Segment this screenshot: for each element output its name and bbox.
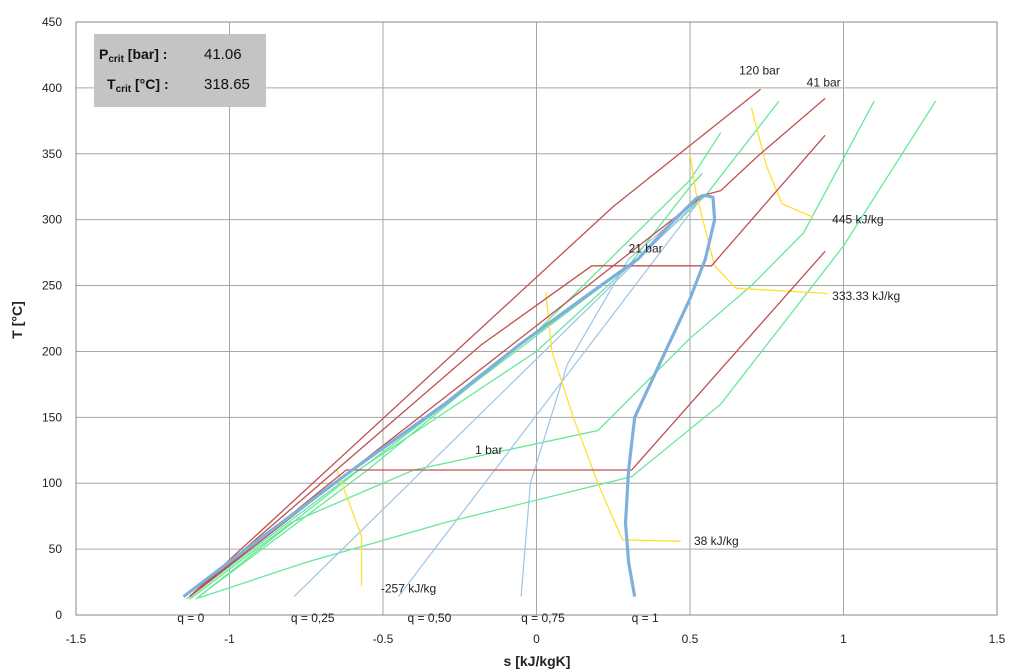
x-tick-label: -1.5 [66, 632, 87, 646]
isobar-line [189, 134, 826, 598]
isobar-label: 41 bar [807, 76, 841, 90]
saturated-vapor-line [623, 193, 717, 597]
plot-area-border [75, 21, 998, 616]
saturation-dome-layer [182, 193, 717, 598]
quality-label: q = 0,75 [521, 611, 565, 625]
quality-label: q = 0,25 [291, 611, 335, 625]
y-tick-label: 300 [42, 213, 62, 227]
isenthalp-line [336, 469, 363, 586]
isenthalp-label: 445 kJ/kg [832, 213, 883, 227]
isenthalp-label: -257 kJ/kg [381, 582, 436, 596]
isochore-line [189, 100, 875, 600]
y-tick-label: 400 [42, 81, 62, 95]
y-axis-title: T [°C] [9, 301, 25, 338]
y-tick-label: 100 [42, 476, 62, 490]
isenthalp-label: 333.33 kJ/kg [832, 289, 900, 303]
info-key: Tcrit [°C] : [107, 76, 169, 95]
isochore-line [186, 100, 780, 600]
quality-line [520, 194, 705, 597]
isobar-line [189, 97, 826, 598]
isenthalp-line [545, 292, 681, 542]
y-tick-label: 150 [42, 410, 62, 424]
x-tick-label: -0.5 [373, 632, 394, 646]
x-tick-label: 1 [840, 632, 847, 646]
isobar-label: 1 bar [475, 443, 502, 457]
quality-label: q = 0 [177, 611, 204, 625]
isobar-line [189, 88, 762, 598]
info-value: 318.65 [204, 76, 250, 93]
isochore-line [198, 100, 937, 599]
info-box-background [94, 34, 266, 107]
isobar-label: 21 bar [629, 242, 663, 256]
info-key: Pcrit [bar] : [99, 46, 167, 65]
quality-label: q = 1 [632, 611, 659, 625]
y-tick-label: 350 [42, 147, 62, 161]
series-layer [186, 88, 937, 600]
annotation-layer: q = 0 q = 0,25 q = 0,50 q = 0,75 q = 1 -257 k… [177, 64, 900, 625]
axes-layer: -1.5 -1 -0.5 0 0.5 1 1.5 0 50 100 150 200 250 300 350 4… [42, 15, 1006, 646]
isenthalp-line [689, 153, 829, 295]
x-tick-label: 0.5 [682, 632, 699, 646]
x-tick-label: 1.5 [989, 632, 1006, 646]
x-tick-label: -1 [224, 632, 235, 646]
quality-label: q = 0,50 [408, 611, 452, 625]
isobar-label: 120 bar [739, 64, 780, 78]
y-tick-label: 450 [42, 15, 62, 29]
y-tick-label: 0 [55, 608, 62, 622]
y-tick-label: 250 [42, 279, 62, 293]
isenthalp-label: 38 kJ/kg [694, 534, 739, 548]
x-tick-label: 0 [533, 632, 540, 646]
grid-layer [75, 21, 998, 616]
y-tick-label: 50 [49, 542, 63, 556]
isenthalp-line [750, 107, 814, 218]
saturated-liquid-line [182, 193, 705, 598]
x-axis-title: s [kJ/kgK] [504, 653, 571, 669]
y-tick-label: 200 [42, 344, 62, 358]
critical-point-info-box: Pcrit [bar] : 41.06 Tcrit [°C] : 318.65 [94, 34, 266, 107]
info-value: 41.06 [204, 46, 242, 63]
quality-line [397, 194, 705, 597]
